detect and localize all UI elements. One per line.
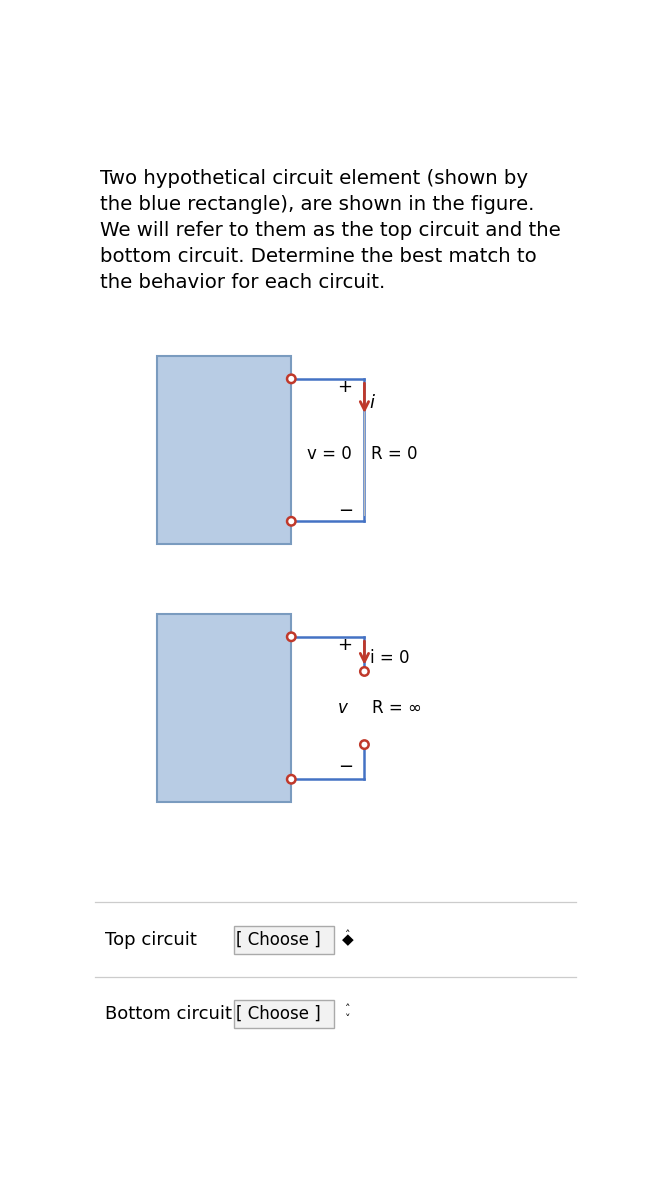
Text: [ Choose ]: [ Choose ] <box>236 1006 321 1024</box>
Text: ˄: ˄ <box>345 1004 351 1014</box>
Text: Top circuit: Top circuit <box>105 931 197 949</box>
Text: the blue rectangle), are shown in the figure.: the blue rectangle), are shown in the fi… <box>100 194 535 214</box>
Text: R = 0: R = 0 <box>371 445 417 463</box>
Bar <box>233 926 334 954</box>
Text: +: + <box>337 378 352 396</box>
Text: [ Choose ]: [ Choose ] <box>236 931 321 949</box>
Circle shape <box>360 667 369 676</box>
Bar <box>156 613 291 803</box>
Text: We will refer to them as the top circuit and the: We will refer to them as the top circuit… <box>100 221 561 240</box>
Text: v = 0: v = 0 <box>307 445 352 463</box>
Bar <box>233 1001 334 1028</box>
Text: the behavior for each circuit.: the behavior for each circuit. <box>100 274 386 293</box>
Circle shape <box>287 632 296 641</box>
Text: R = ∞: R = ∞ <box>372 700 422 718</box>
Text: ◆: ◆ <box>341 932 353 947</box>
Text: i = 0: i = 0 <box>370 649 409 667</box>
Text: v: v <box>337 700 347 718</box>
Text: +: + <box>337 636 352 654</box>
Text: −: − <box>339 502 354 520</box>
Text: −: − <box>339 758 354 776</box>
Circle shape <box>287 517 296 526</box>
Text: Bottom circuit: Bottom circuit <box>105 1006 232 1024</box>
Text: ˅: ˅ <box>345 940 351 949</box>
Text: Two hypothetical circuit element (shown by: Two hypothetical circuit element (shown … <box>100 169 528 187</box>
Circle shape <box>287 374 296 383</box>
Text: ˄: ˄ <box>345 930 351 940</box>
Circle shape <box>360 740 369 749</box>
Text: bottom circuit. Determine the best match to: bottom circuit. Determine the best match… <box>100 247 537 266</box>
Text: i: i <box>370 395 375 413</box>
Text: ˅: ˅ <box>345 1014 351 1024</box>
Circle shape <box>287 775 296 784</box>
Bar <box>156 355 291 545</box>
